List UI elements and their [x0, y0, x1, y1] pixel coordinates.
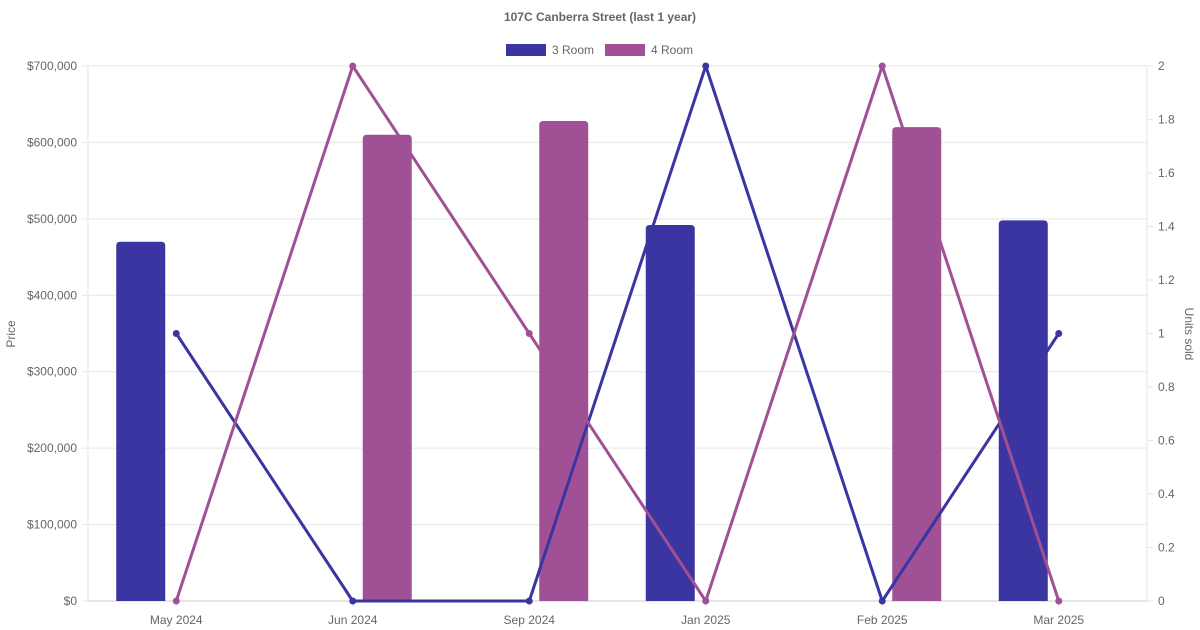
x-tick-label: Jan 2025	[681, 613, 731, 627]
y-right-tick-label: 1.4	[1158, 220, 1175, 234]
y-right-tick-label: 0	[1158, 594, 1165, 608]
legend-swatch-3-room	[506, 44, 546, 56]
bar-3-room[interactable]	[998, 220, 1048, 601]
line-point[interactable]	[525, 330, 533, 337]
y-right-tick-label: 1.6	[1158, 166, 1175, 180]
y-left-tick-label: $600,000	[27, 135, 77, 149]
y-axis-left-ticks: $0 $100,000 $200,000 $300,000 $400,000 $500,0…	[27, 59, 77, 608]
legend[interactable]: 3 Room 4 Room	[506, 43, 693, 57]
line-point[interactable]	[172, 330, 180, 337]
line-point[interactable]	[525, 597, 533, 605]
line-point[interactable]	[702, 597, 710, 605]
bar-4-room[interactable]	[539, 121, 589, 602]
y-left-tick-label: $200,000	[27, 441, 77, 455]
y-right-tick-label: 0.4	[1158, 487, 1175, 501]
chart-title: 107C Canberra Street (last 1 year)	[504, 10, 696, 24]
legend-swatch-4-room	[605, 44, 645, 56]
line-point[interactable]	[172, 597, 180, 605]
bar-3-room[interactable]	[116, 241, 166, 602]
y-axis-right-label: Units sold	[1182, 308, 1196, 361]
y-left-tick-label: $300,000	[27, 365, 77, 379]
y-right-tick-label: 2	[1158, 59, 1165, 73]
line-point[interactable]	[349, 62, 357, 70]
line-point[interactable]	[878, 62, 886, 70]
y-axis-left-label: Price	[4, 320, 18, 348]
y-right-tick-label: 1.2	[1158, 273, 1175, 287]
line-4-room	[174, 64, 1061, 603]
line-3-room	[174, 64, 1061, 603]
gridlines	[82, 65, 1153, 607]
x-tick-label: Feb 2025	[857, 613, 908, 627]
x-tick-label: Jun 2024	[328, 613, 378, 627]
y-right-tick-label: 0.6	[1158, 434, 1175, 448]
y-axis-right-ticks: 0 0.2 0.4 0.6 0.8 1 1.2 1.4 1.6 1.8 2	[1158, 59, 1175, 608]
lines	[172, 62, 1063, 605]
y-right-tick-label: 0.8	[1158, 380, 1175, 394]
x-tick-label: Sep 2024	[504, 613, 556, 627]
line-point[interactable]	[1055, 330, 1063, 337]
y-left-tick-label: $700,000	[27, 59, 77, 73]
y-left-tick-label: $400,000	[27, 288, 77, 302]
bar-4-room[interactable]	[362, 134, 412, 602]
line-point[interactable]	[1055, 597, 1063, 605]
line-point[interactable]	[702, 62, 710, 70]
y-right-tick-label: 1.8	[1158, 113, 1175, 127]
legend-label-4-room: 4 Room	[651, 43, 693, 57]
bars	[116, 121, 1048, 602]
bar-4-room[interactable]	[892, 127, 942, 602]
y-right-tick-label: 0.2	[1158, 541, 1175, 555]
y-left-tick-label: $0	[64, 594, 78, 608]
bar-3-room[interactable]	[645, 224, 695, 601]
x-tick-label: Mar 2025	[1033, 613, 1084, 627]
x-axis-ticks: May 2024 Jun 2024 Sep 2024 Jan 2025 Feb 2025…	[150, 613, 1085, 627]
legend-label-3-room: 3 Room	[552, 43, 594, 57]
y-right-tick-label: 1	[1158, 327, 1165, 341]
y-left-tick-label: $100,000	[27, 518, 77, 532]
line-point[interactable]	[878, 597, 886, 605]
x-tick-label: May 2024	[150, 613, 203, 627]
line-point[interactable]	[349, 597, 357, 605]
y-left-tick-label: $500,000	[27, 212, 77, 226]
